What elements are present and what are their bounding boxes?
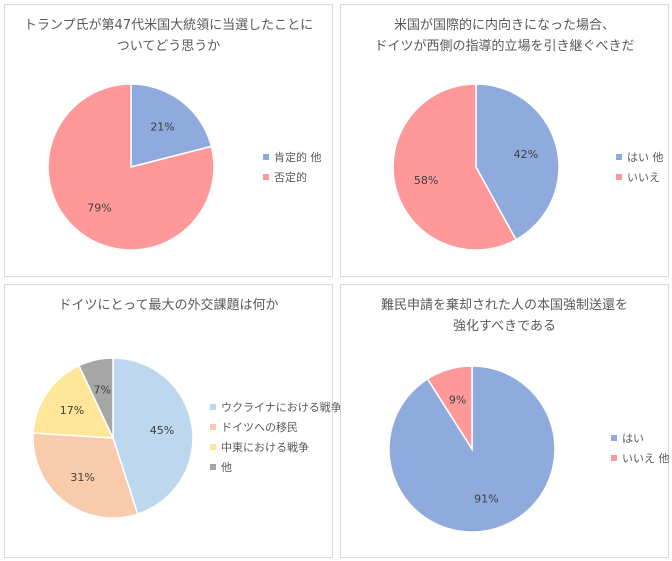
legend-item: 肯定的 他 — [263, 147, 322, 167]
chart-title-line-2: 強化すべきである — [453, 319, 556, 334]
chart-title-line-1: ドイツにとって最大の外交課題は何か — [58, 298, 279, 313]
chart-panel-foreign-policy-challenge: ドイツにとって最大の外交課題は何か 45% 31% 17% 7% ウクライナにおける戦… — [4, 284, 342, 558]
legend-item: ドイツへの移民 — [210, 417, 342, 437]
legend-label: 否定的 — [274, 171, 307, 184]
legend-label: いいえ — [627, 171, 660, 184]
legend-swatch — [210, 464, 216, 470]
data-label: 42% — [514, 148, 538, 161]
chart-title-line-2: ドイツが西側の指導的立場を引き継ぐべきだ — [374, 39, 635, 54]
data-label: 9% — [449, 394, 466, 407]
pie-slice — [32, 364, 115, 439]
legend-swatch — [263, 174, 269, 180]
legend-label: 他 — [221, 461, 232, 474]
data-label: 31% — [70, 471, 94, 484]
pie-chart: 21% 79% — [47, 83, 215, 251]
pie-chart: 42% 58% — [392, 83, 560, 251]
legend-swatch — [616, 154, 622, 160]
pie-slice — [392, 83, 518, 251]
pie-slice — [47, 83, 215, 251]
chart-legend: はい 他いいえ — [616, 147, 664, 187]
chart-panel-germany-leadership: 米国が国際的に内向きになった場合、 ドイツが西側の指導的立場を引き継ぐべきだ 4… — [340, 4, 669, 277]
chart-title: トランプ氏が第47代米国大統領に当選したことに ついてどう思うか — [5, 15, 332, 57]
legend-item: はい — [611, 428, 670, 448]
data-label: 58% — [414, 174, 438, 187]
legend-item: 否定的 — [263, 167, 322, 187]
legend-item: 中東における戦争 — [210, 437, 342, 457]
pie-slice — [112, 357, 194, 516]
data-label: 21% — [150, 120, 174, 133]
pie-slice — [426, 365, 473, 452]
chart-title-line-1: 難民申請を棄却された人の本国強制送還を — [380, 298, 628, 313]
legend-swatch — [210, 404, 216, 410]
data-label: 17% — [60, 404, 84, 417]
pie-slice — [32, 432, 139, 519]
chart-panel-trump-election: トランプ氏が第47代米国大統領に当選したことに ついてどう思うか 21% 79% … — [4, 4, 333, 277]
legend-swatch — [210, 444, 216, 450]
chart-title: ドイツにとって最大の外交課題は何か — [5, 295, 332, 316]
legend-swatch — [611, 435, 617, 441]
data-label: 45% — [150, 424, 174, 437]
legend-swatch — [210, 424, 216, 430]
chart-title-line-2: ついてどう思うか — [116, 39, 221, 54]
data-label: 7% — [93, 384, 110, 397]
legend-swatch — [616, 174, 622, 180]
chart-panel-deportation: 難民申請を棄却された人の本国強制送還を 強化すべきである 91% 9% はいいいえ… — [340, 284, 670, 558]
chart-legend: ウクライナにおける戦争 ドイツへの移民 中東における戦争他 — [210, 397, 342, 477]
legend-item: はい 他 — [616, 147, 664, 167]
chart-title: 米国が国際的に内向きになった場合、 ドイツが西側の指導的立場を引き継ぐべきだ — [341, 15, 668, 57]
pie-slice — [475, 83, 560, 241]
pie-slice — [77, 357, 114, 439]
chart-legend: 肯定的 他否定的 — [263, 147, 322, 187]
pie-slice — [130, 83, 213, 168]
data-label: 79% — [87, 202, 111, 215]
legend-label: ウクライナにおける戦争 — [221, 401, 342, 414]
legend-item: いいえ 他 — [611, 448, 670, 468]
pie-slice — [388, 365, 556, 533]
legend-item: 他 — [210, 457, 342, 477]
legend-label: はい — [622, 432, 644, 445]
chart-legend: はい いいえ 他 — [611, 428, 670, 468]
legend-item: いいえ — [616, 167, 664, 187]
chart-title: 難民申請を棄却された人の本国強制送還を 強化すべきである — [341, 295, 668, 337]
legend-swatch — [611, 455, 617, 461]
pie-chart: 91% 9% — [388, 365, 556, 533]
chart-title-line-1: 米国が国際的に内向きになった場合、 — [393, 18, 615, 33]
legend-swatch — [263, 154, 269, 160]
legend-label: いいえ 他 — [622, 452, 670, 465]
chart-title-line-1: トランプ氏が第47代米国大統領に当選したことに — [23, 18, 314, 33]
pie-chart: 45% 31% 17% 7% — [32, 357, 194, 519]
legend-label: はい 他 — [627, 151, 664, 164]
legend-label: 中東における戦争 — [221, 441, 309, 454]
data-label: 91% — [474, 492, 498, 505]
legend-item: ウクライナにおける戦争 — [210, 397, 342, 417]
legend-label: 肯定的 他 — [274, 151, 322, 164]
legend-label: ドイツへの移民 — [221, 421, 298, 434]
